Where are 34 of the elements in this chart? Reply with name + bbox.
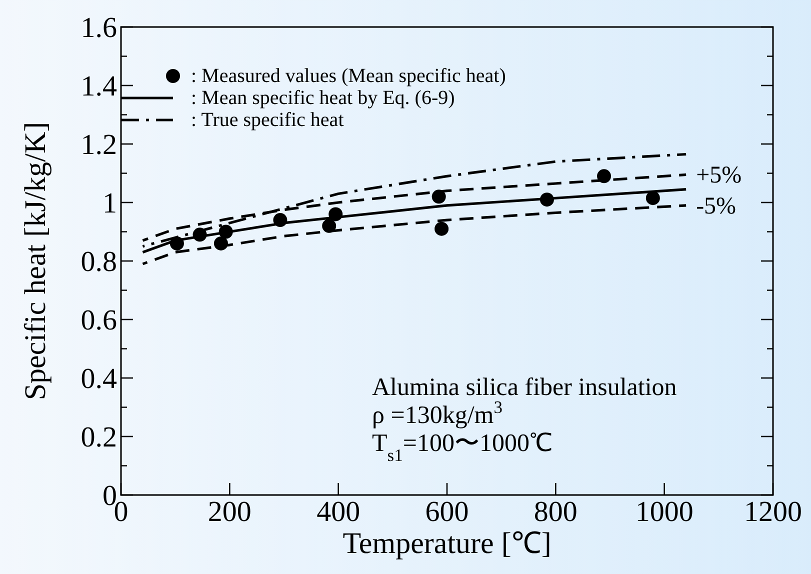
x-axis-title: Temperature [℃] — [342, 527, 552, 560]
point — [432, 190, 446, 204]
x-tick-label: 1200 — [744, 496, 802, 528]
point — [597, 169, 612, 184]
y-tick-label: 0.4 — [80, 363, 118, 395]
point — [646, 191, 660, 206]
annotation: T$_{s1}$=100〜1000℃ — [372, 430, 552, 465]
point — [434, 222, 449, 236]
point — [540, 192, 554, 207]
point — [322, 218, 336, 233]
annotation: +5% — [696, 162, 742, 189]
legend-label: : Measured values (Mean specific heat) — [191, 65, 506, 87]
point — [192, 228, 207, 242]
y-tick-label: 0.2 — [80, 422, 117, 454]
point — [218, 224, 233, 239]
y-tick-label: 0.6 — [80, 304, 117, 336]
point — [170, 236, 184, 250]
y-tick-label: 1 — [102, 188, 117, 220]
legend-label: : Mean specific heat by Eq. (6-9) — [191, 87, 455, 109]
point — [214, 236, 228, 250]
y-tick-label: 0.8 — [80, 246, 117, 278]
point — [273, 213, 288, 228]
x-tick-label: 1000 — [635, 496, 694, 528]
annotation: -5% — [696, 193, 736, 220]
y-tick-label: 1.4 — [80, 70, 118, 102]
x-tick-label: 200 — [208, 496, 252, 528]
y-tick-label: 1.6 — [80, 12, 117, 44]
legend-label: : True specific heat — [191, 109, 344, 131]
y-axis-title: Specific heat [kJ/kg/K] — [19, 122, 52, 400]
y-tick-label: 1.2 — [80, 129, 117, 161]
x-tick-label: 400 — [316, 496, 360, 528]
x-tick-label: 600 — [425, 496, 469, 528]
point — [328, 207, 343, 222]
x-tick-label: 800 — [534, 496, 578, 528]
